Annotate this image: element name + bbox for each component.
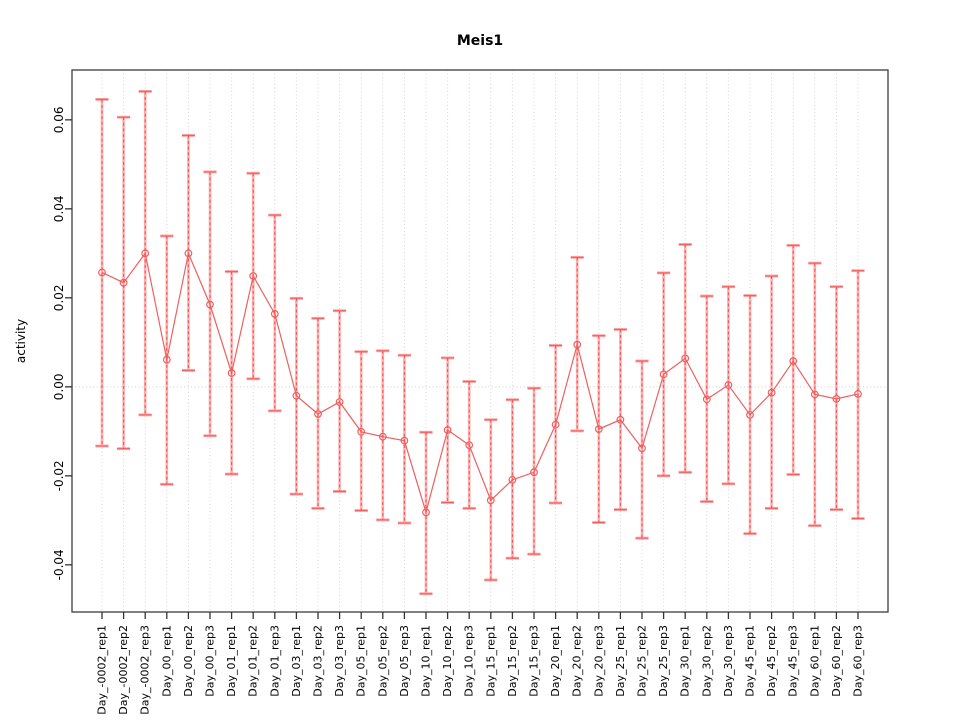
chart-title: Meis1: [456, 33, 504, 49]
data-point-marker: [767, 388, 776, 397]
x-tick-label: Day_00_rep3: [204, 625, 217, 697]
data-point-marker: [400, 436, 409, 445]
x-tick-label: Day_25_rep2: [636, 625, 649, 697]
data-point-marker: [206, 300, 214, 309]
x-tick-label: Day_-0002_rep2: [117, 625, 130, 715]
data-point-marker: [141, 249, 150, 258]
data-point-marker: [314, 410, 322, 418]
x-tick-label: Day_45_rep2: [765, 625, 778, 697]
x-tick-label: Day_15_rep1: [484, 625, 497, 697]
data-point-marker: [249, 272, 258, 280]
data-point-marker: [292, 391, 301, 400]
x-tick-label: Day_20_rep3: [592, 625, 605, 697]
x-tick-label: Day_45_rep3: [787, 625, 800, 697]
data-point-marker: [551, 420, 560, 429]
x-tick-label: Day_00_rep2: [182, 625, 195, 697]
data-point-marker: [810, 390, 819, 399]
data-point-marker: [162, 355, 171, 364]
data-point-marker: [659, 370, 668, 379]
y-tick-label: 0.02: [52, 284, 66, 311]
data-point-marker: [702, 395, 711, 404]
x-tick-label: Day_10_rep2: [441, 625, 454, 697]
x-tick-label: Day_01_rep2: [247, 625, 260, 697]
data-point-marker: [789, 357, 798, 365]
data-point-marker: [184, 249, 193, 258]
y-tick-label: 0.06: [52, 106, 66, 133]
y-tick-label: -0.04: [52, 549, 66, 580]
x-tick-label: Day_10_rep3: [463, 625, 476, 697]
data-point-marker: [832, 394, 841, 403]
x-tick-label: Day_20_rep2: [571, 625, 584, 697]
data-point-marker: [443, 426, 452, 434]
y-tick-label: -0.02: [52, 460, 66, 491]
data-point-marker: [724, 381, 733, 389]
y-tick-label: 0.04: [52, 195, 66, 222]
x-tick-label: Day_60_rep2: [830, 625, 843, 697]
data-point-marker: [594, 425, 603, 434]
x-tick-label: Day_10_rep1: [420, 625, 433, 697]
data-point-marker: [465, 441, 474, 450]
data-point-marker: [638, 444, 646, 453]
x-tick-label: Day_03_rep1: [290, 625, 303, 697]
x-tick-label: Day_60_rep1: [808, 625, 821, 697]
data-point-marker: [486, 496, 495, 505]
x-tick-label: Day_25_rep1: [614, 625, 627, 697]
x-tick-label: Day_-0002_rep1: [96, 625, 109, 715]
data-point-marker: [508, 475, 517, 484]
x-tick-label: Day_15_rep2: [506, 625, 519, 697]
x-tick-label: Day_30_rep2: [700, 625, 713, 697]
x-tick-label: Day_03_rep3: [333, 625, 346, 697]
data-point-marker: [378, 432, 387, 441]
plot-box: [71, 69, 889, 613]
series-line: [101, 251, 859, 515]
x-tick-label: Day_60_rep3: [852, 625, 865, 697]
data-point-marker: [530, 468, 538, 477]
data-point-marker: [422, 508, 430, 517]
x-tick-label: Day_03_rep2: [312, 625, 325, 697]
data-point-marker: [335, 398, 344, 406]
x-tick-label: Day_-0002_rep3: [139, 625, 152, 715]
x-tick-label: Day_01_rep3: [268, 625, 281, 697]
data-point-marker: [746, 410, 754, 419]
x-tick-label: Day_30_rep3: [722, 625, 735, 697]
data-point-marker: [616, 415, 625, 424]
data-point-marker: [573, 340, 582, 349]
x-tick-label: Day_05_rep3: [398, 625, 411, 697]
data-point-marker: [681, 354, 690, 363]
data-point-marker: [98, 268, 106, 277]
x-tick-label: Day_30_rep1: [679, 625, 692, 697]
x-tick-label: Day_01_rep1: [225, 625, 238, 697]
x-tick-label: Day_20_rep1: [549, 625, 562, 697]
x-tick-label: Day_00_rep1: [160, 625, 173, 697]
data-point-marker: [357, 427, 366, 436]
x-tick-label: Day_05_rep1: [355, 625, 368, 697]
x-tick-label: Day_05_rep2: [376, 625, 389, 697]
data-point-marker: [270, 309, 279, 318]
data-point-marker: [119, 278, 128, 287]
x-tick-label: Day_45_rep1: [744, 625, 757, 697]
data-point-marker: [854, 390, 862, 398]
y-tick-label: 0.00: [52, 373, 66, 400]
data-point-marker: [227, 369, 236, 377]
x-tick-label: Day_15_rep3: [528, 625, 541, 697]
x-tick-label: Day_25_rep3: [657, 625, 670, 697]
